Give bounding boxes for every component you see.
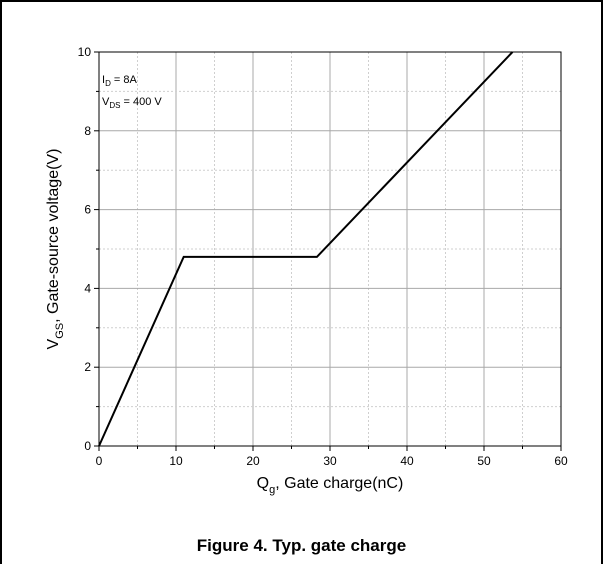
y-axis-label: VGS, Gate-source voltage(V) — [45, 149, 66, 350]
x-tick-label: 40 — [400, 454, 414, 468]
x-tick-label: 60 — [554, 454, 568, 468]
x-tick-label: 50 — [477, 454, 491, 468]
x-axis-ticks: 0 10 20 30 40 50 60 — [96, 446, 568, 468]
y-tick-label: 10 — [78, 45, 92, 59]
y-tick-label: 6 — [84, 203, 91, 217]
y-tick-label: 2 — [84, 360, 91, 374]
series-group — [98, 51, 514, 447]
x-tick-label: 10 — [169, 454, 183, 468]
figure-caption: Figure 4. Typ. gate charge — [196, 536, 407, 555]
grid — [99, 52, 561, 446]
y-tick-label: 0 — [84, 439, 91, 453]
x-tick-label: 20 — [246, 454, 260, 468]
y-tick-label: 8 — [84, 124, 91, 138]
annotation-vds: VDS = 400 V — [102, 96, 162, 110]
y-axis-ticks: 0 2 4 6 8 10 — [78, 45, 99, 453]
x-tick-label: 0 — [96, 454, 103, 468]
y-tick-label: 4 — [84, 281, 91, 295]
annotation-id: ID = 8A — [102, 74, 137, 88]
x-axis-label: Qg, Gate charge(nC) — [257, 475, 404, 496]
series-line — [98, 51, 514, 447]
x-tick-label: 30 — [323, 454, 337, 468]
